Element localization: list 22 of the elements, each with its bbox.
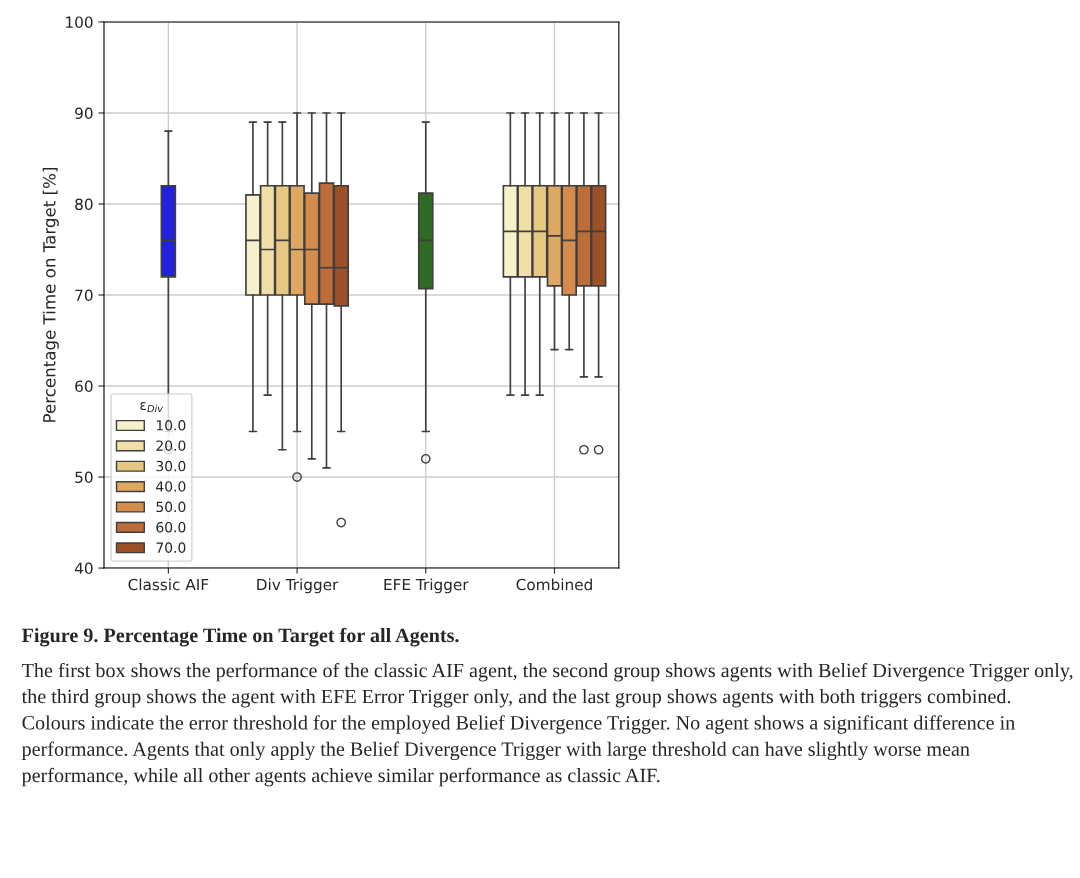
legend-label: 40.0 (156, 481, 186, 492)
y-tick-label: 40 (74, 562, 93, 575)
caption: Figure 9. Percentage Time on Target for all Agents. (21, 627, 459, 647)
y-tick-label: 80 (75, 198, 93, 211)
legend-label: 50.0 (156, 501, 186, 513)
y-tick-label: 60 (75, 380, 93, 393)
y-tick-label: 50 (75, 471, 93, 484)
y-tick-label: 70 (75, 289, 93, 302)
x-tick-label: Combined (516, 578, 592, 591)
x-tick-label: Classic AIF (128, 578, 209, 591)
x-tick-label: EFE Trigger (384, 578, 469, 594)
y-tick-label: 100 (66, 16, 93, 28)
legend-label: 10.0 (156, 420, 186, 431)
legend-label: 60.0 (156, 521, 186, 533)
legend-label: 70.0 (156, 542, 186, 553)
legend-label: 30.0 (156, 460, 186, 472)
text: The first box shows the performance of the classic AIF agent, the second group shows agents with Belief Divergence Trigger only, the third group shows the agent with EFE Error Trigger only, and the last group shows agents with both triggers combined. Colours indicate the error threshold for the employed Belief Divergence Trigger. No agent shows a significant difference in performance. Agents that only apply the Belief Divergence Trigger with large threshold can have slightly worse mean performance, while all other agents achieve similar performance as classic AIF. (21, 662, 1073, 787)
legend-title: ε$_{Div}$ (140, 402, 164, 413)
y-tick-label: 90 (75, 107, 93, 119)
legend-label: 20.0 (156, 440, 186, 451)
y-axis-title: Percentage Time on Target [%] (42, 168, 59, 422)
x-tick-label: Div Trigger (257, 578, 339, 594)
